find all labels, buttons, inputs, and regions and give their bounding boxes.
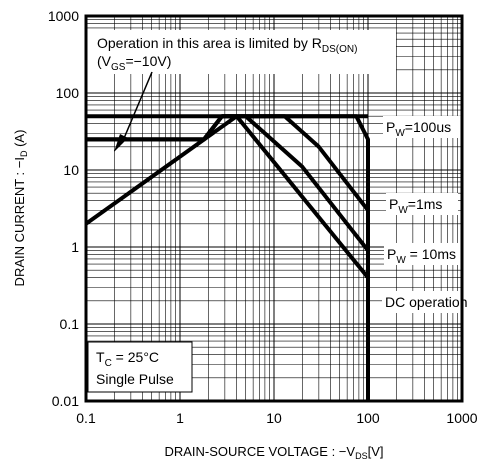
rds-arrow-head — [114, 134, 128, 152]
x-axis-label: DRAIN-SOURCE VOLTAGE : −VDS[V] — [164, 444, 383, 461]
dc-label-box — [382, 291, 478, 313]
pw10ms-label-box — [384, 243, 472, 265]
y-axis-label: DRAIN CURRENT : −ID (A) — [12, 130, 29, 287]
rds-annotation-line2: (VGS=−10V) — [97, 53, 171, 73]
x-tick-label: 100 — [356, 410, 380, 426]
tc-label: TC = 25°C — [96, 349, 159, 369]
pw100-label: PW=100us — [386, 119, 451, 139]
rds-annotation-line1: Operation in this area is limited by RDS… — [97, 35, 357, 55]
y-tick-label: 1000 — [48, 8, 79, 24]
series-group — [84, 114, 370, 401]
rds-annotation-box — [86, 30, 396, 74]
y-tick-label: 100 — [56, 85, 80, 101]
x-tick-label: 1000 — [446, 410, 477, 426]
dc-label: DC operation — [385, 294, 468, 310]
x-tick-label: 0.1 — [76, 410, 96, 426]
pw100-label-box — [383, 116, 467, 138]
conditions-box — [87, 341, 193, 393]
x-tick-label: 1 — [176, 410, 184, 426]
y-tick-label: 1 — [71, 239, 79, 255]
y-tick-labels: 0.01 0.1 1 10 100 1000 — [48, 8, 79, 409]
pw1ms-label-box — [386, 193, 458, 215]
single-pulse-label: Single Pulse — [96, 371, 174, 387]
y-tick-label: 0.01 — [52, 393, 79, 409]
x-tick-labels: 0.1 1 10 100 1000 — [76, 410, 478, 426]
y-tick-label: 10 — [63, 162, 79, 178]
y-tick-label: 0.1 — [60, 316, 80, 332]
pw10ms-label: PW = 10ms — [387, 246, 456, 266]
pw1ms-label: PW=1ms — [389, 196, 442, 216]
series-line-2 — [86, 114, 370, 252]
x-tick-label: 10 — [266, 410, 282, 426]
plot-frame — [84, 14, 464, 403]
rds-arrow-line — [121, 71, 153, 144]
